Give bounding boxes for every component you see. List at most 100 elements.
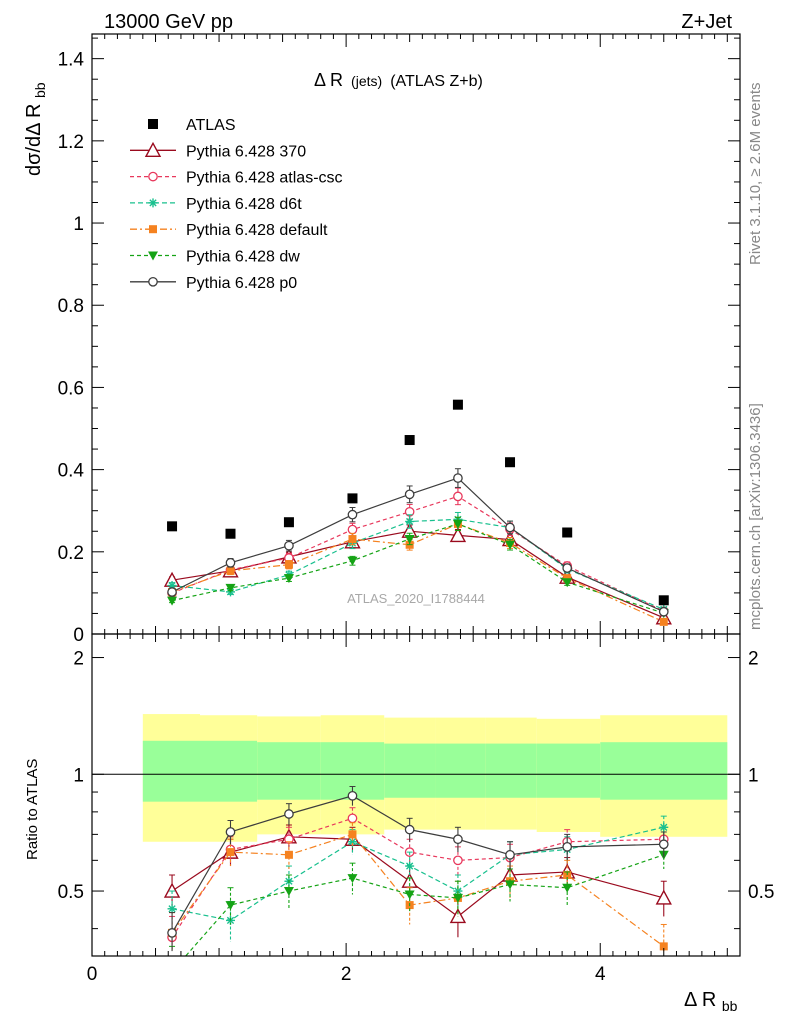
data-point (453, 491, 463, 502)
legend-label: ATLAS (186, 117, 236, 134)
x-tick-label: 2 (341, 964, 352, 985)
legend-label: Pythia 6.428 default (186, 222, 328, 239)
atlas-data-point (658, 595, 669, 606)
series-pythia-6-428-default-ratio-line (171, 833, 665, 947)
legend-marker (148, 171, 158, 182)
y-tick-label: 0.6 (58, 378, 84, 399)
mcplots-label: mcplots.cern.ch [arXiv:1306.3436] (747, 403, 764, 630)
ratio-tick-label: 1 (73, 765, 84, 786)
marker-stroke (168, 905, 176, 913)
marker-stroke (454, 887, 462, 895)
ratio-tick-label: 2 (73, 649, 84, 670)
data-point (347, 509, 358, 520)
y-axis-title-sub: bb (32, 82, 48, 98)
atlas-data-point (505, 457, 516, 468)
series-pythia-6-428-370-ratio-line (171, 836, 664, 918)
plot-title-rest: (ATLAS Z+b) (390, 73, 483, 90)
data-point (452, 519, 463, 529)
marker-stroke (406, 862, 414, 870)
marker-stroke (406, 517, 414, 526)
data-point (347, 524, 358, 535)
x-axis-title: Δ R bb (684, 989, 738, 1014)
ratio-point (505, 849, 515, 860)
x-tick-label: 0 (87, 964, 98, 985)
stat-uncertainty-band (257, 742, 321, 800)
ratio-point (659, 942, 668, 951)
ratio-point (404, 824, 415, 835)
ratio-point (405, 861, 415, 871)
atlas-data-point (562, 527, 573, 538)
ratio-point (283, 887, 294, 897)
ratio-point (505, 880, 516, 890)
legend-entry: Pythia 6.428 atlas-csc (130, 170, 343, 187)
legend-label: Pythia 6.428 dw (186, 249, 300, 266)
data-point (405, 516, 415, 526)
data-point (226, 566, 235, 575)
ratio-tick-label-right: 2 (748, 649, 759, 670)
series-pythia-6-428-dw-ratio-line (184, 854, 664, 956)
legend-label: Pythia 6.428 370 (186, 143, 306, 160)
ratio-point (452, 893, 463, 903)
data-point (225, 583, 236, 593)
ratio-tick-label-right: 1 (748, 765, 759, 786)
data-point (404, 489, 415, 500)
data-point (453, 473, 463, 483)
atlas-data-point (283, 517, 294, 528)
analysis-watermark: ATLAS_2020_I1788444 (347, 591, 485, 606)
stat-uncertainty-band (142, 740, 200, 802)
data-point (167, 596, 178, 606)
ratio-point (404, 890, 415, 900)
legend-label: Pythia 6.428 p0 (186, 275, 297, 292)
data-point (283, 574, 294, 584)
legend-label: Pythia 6.428 d6t (186, 196, 302, 213)
ratio-tick-label: 0.5 (58, 882, 84, 903)
y-tick-label: 1.2 (58, 132, 84, 153)
data-point (348, 535, 357, 544)
ratio-point (167, 904, 177, 914)
ratio-point (225, 901, 236, 911)
legend-entry: Pythia 6.428 dw (130, 249, 300, 266)
process-label: Z+Jet (681, 11, 732, 33)
data-point (658, 606, 669, 617)
marker-stroke (149, 199, 157, 207)
data-point (562, 578, 573, 588)
plot-title-small: (jets) (351, 73, 382, 89)
stat-uncertainty-band (435, 743, 486, 798)
legend-entry-atlas: ATLAS (148, 117, 236, 134)
ratio-point (284, 850, 293, 859)
stat-uncertainty-band (485, 743, 537, 798)
ratio-point (655, 889, 672, 905)
x-axis-title-sub: bb (722, 998, 738, 1014)
ratio-panel-frame (91, 633, 741, 957)
stat-uncertainty-band (200, 740, 258, 802)
ratio-point (225, 827, 236, 837)
y-axis-title: dσ/dΔ R bb (23, 82, 48, 176)
ratio-point (347, 813, 358, 824)
x-axis-title-main: Δ R (684, 989, 716, 1011)
data-point (167, 587, 177, 597)
legend-marker (148, 198, 158, 208)
series-pythia-6-428-p0-ratio (167, 786, 669, 952)
legend-entry: Pythia 6.428 370 (130, 141, 306, 160)
energy-label: 13000 GeV pp (104, 11, 233, 33)
ratio-point (562, 883, 573, 893)
legend-entry: Pythia 6.428 default (130, 222, 328, 239)
legend-marker (148, 251, 158, 261)
series-pythia-6-428-370-main (163, 522, 672, 625)
stat-uncertainty-band (384, 743, 436, 798)
rivet-label: Rivet 3.1.10, ≥ 2.6M events (747, 83, 764, 266)
y-tick-label: 0.2 (58, 543, 84, 564)
series-pythia-6-428-dw-main (167, 516, 669, 619)
ratio-point (562, 841, 573, 852)
ratio-axis-title: Ratio to ATLAS (24, 759, 41, 860)
legend-entry: Pythia 6.428 p0 (130, 275, 297, 292)
x-tick-label: 4 (595, 964, 606, 985)
y-axis-title-main: dσ/dΔ R (23, 104, 45, 176)
legend-marker (148, 119, 158, 129)
legend-marker (149, 225, 157, 234)
ratio-point (449, 907, 467, 924)
series-pythia-6-428-370-ratio (163, 824, 672, 938)
y-tick-label: 1.4 (58, 50, 85, 71)
marker-stroke (348, 838, 357, 846)
